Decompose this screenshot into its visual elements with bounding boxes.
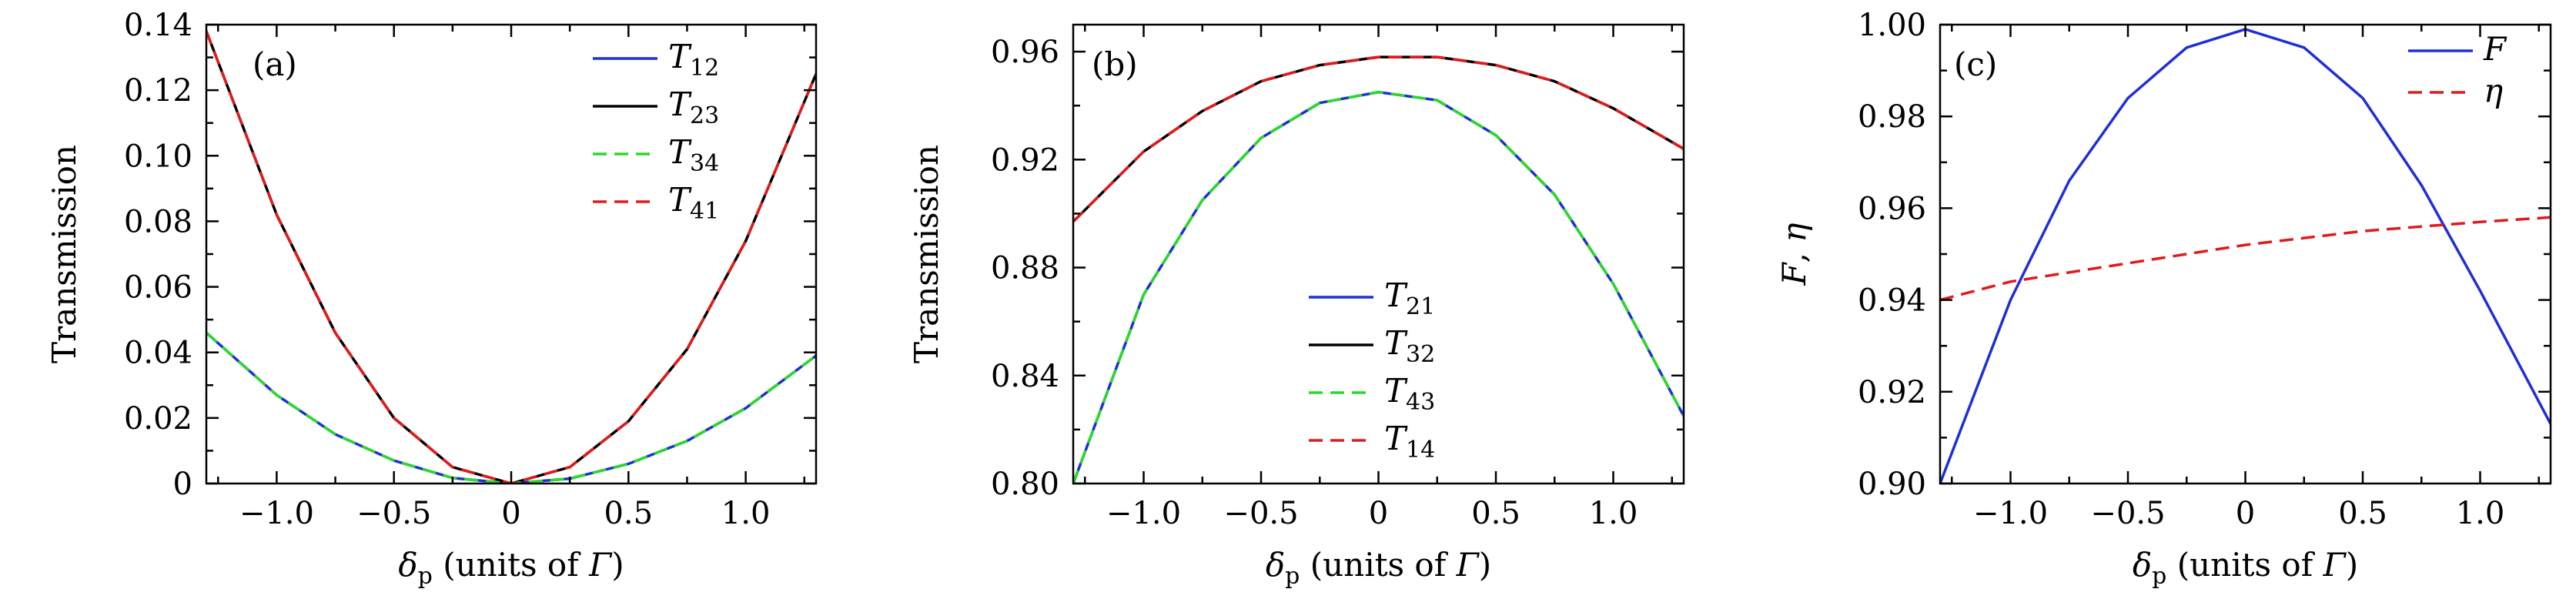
legend-entry: F — [2483, 30, 2507, 68]
legend-entry: η — [2484, 72, 2503, 109]
legend-entry: T43 — [1384, 372, 1435, 416]
panel-1: −1.0 −0.5 0 0.5 1.0 0 0.02 0.04 0.06 0.08 0.10 0.12… — [45, 8, 818, 590]
legend-entry: T34 — [668, 133, 719, 177]
y-axis-title: Transmission — [45, 145, 83, 363]
y-tick-label: 0.06 — [124, 270, 192, 306]
y-tick-label: 0.80 — [991, 467, 1059, 502]
y-tick-label: 0.12 — [124, 73, 192, 109]
x-tick-label: 1.0 — [1589, 496, 1638, 531]
series-line-T43 — [1073, 90, 1684, 484]
series-line-eta — [1940, 216, 2551, 302]
y-tick-label: 0.88 — [991, 251, 1059, 286]
plot-frame — [205, 23, 818, 485]
series-line-T41 — [206, 30, 816, 484]
x-tick-label: 0.5 — [604, 496, 653, 531]
y-tick-label: 0.92 — [1858, 375, 1926, 410]
panel-2: −1.0 −0.5 0 0.5 1.0 0.80 0.84 0.88 0.92 0.96 Trans… — [908, 23, 1685, 590]
x-tick-label: 1.0 — [2456, 496, 2505, 531]
y-tick-label: 0.08 — [124, 204, 192, 239]
panel-label: (b) — [1092, 45, 1138, 83]
legend-entry: T23 — [668, 85, 719, 129]
series-line-F — [1940, 28, 2551, 484]
legend-entry: T12 — [668, 38, 719, 82]
panel-label: (a) — [253, 45, 297, 83]
x-tick-label: 0.5 — [2338, 496, 2387, 531]
x-tick-label: −0.5 — [1223, 496, 1298, 531]
y-tick-label: 0.96 — [1858, 191, 1926, 226]
x-tick-label: 0 — [501, 496, 520, 531]
legend-entry: T32 — [1384, 324, 1435, 368]
series-line-T14 — [1073, 55, 1684, 223]
y-axis-title: Transmission — [908, 145, 945, 363]
series-line-T32 — [1073, 55, 1684, 223]
y-tick-label: 0.90 — [1858, 467, 1926, 502]
y-tick-label: 0.96 — [991, 35, 1059, 70]
y-axis-title: F, η — [1775, 223, 1813, 286]
y-tick-label: 0.02 — [124, 401, 192, 437]
x-tick-label: −1.0 — [1106, 496, 1181, 531]
x-tick-label: −1.0 — [239, 496, 314, 531]
x-axis-title: δp (units of Γ) — [2133, 546, 2358, 590]
series-line-T21 — [1073, 90, 1684, 484]
series-line-T34 — [206, 331, 816, 484]
x-tick-label: −0.5 — [2090, 496, 2165, 531]
x-tick-label: 0 — [1369, 496, 1388, 531]
y-tick-label: 0 — [173, 467, 192, 502]
legend-entry: T41 — [668, 181, 719, 225]
y-tick-label: 0.94 — [1858, 283, 1926, 319]
x-tick-label: 0 — [2236, 496, 2255, 531]
y-tick-label: 0.84 — [991, 359, 1059, 394]
y-tick-label: 0.04 — [124, 336, 192, 371]
x-tick-label: −0.5 — [356, 496, 431, 531]
y-tick-label: 0.98 — [1858, 99, 1926, 135]
panel-3: −1.0 −0.5 0 0.5 1.0 0.90 0.92 0.94 0.96 0.98 1.00 F… — [1775, 8, 2552, 590]
y-tick-label: 0.10 — [124, 139, 192, 174]
legend-entry: T14 — [1384, 420, 1435, 463]
x-tick-label: −1.0 — [1973, 496, 2048, 531]
panel-label: (c) — [1954, 45, 1997, 83]
x-tick-label: 0.5 — [1471, 496, 1521, 531]
y-tick-label: 0.14 — [124, 8, 192, 43]
y-tick-label: 1.00 — [1858, 8, 1926, 43]
x-axis-title: δp (units of Γ) — [1266, 546, 1491, 590]
x-tick-label: 1.0 — [721, 496, 771, 531]
x-axis-title: δp (units of Γ) — [398, 546, 624, 590]
legend-entry: T21 — [1384, 276, 1435, 320]
y-tick-label: 0.92 — [991, 142, 1059, 178]
